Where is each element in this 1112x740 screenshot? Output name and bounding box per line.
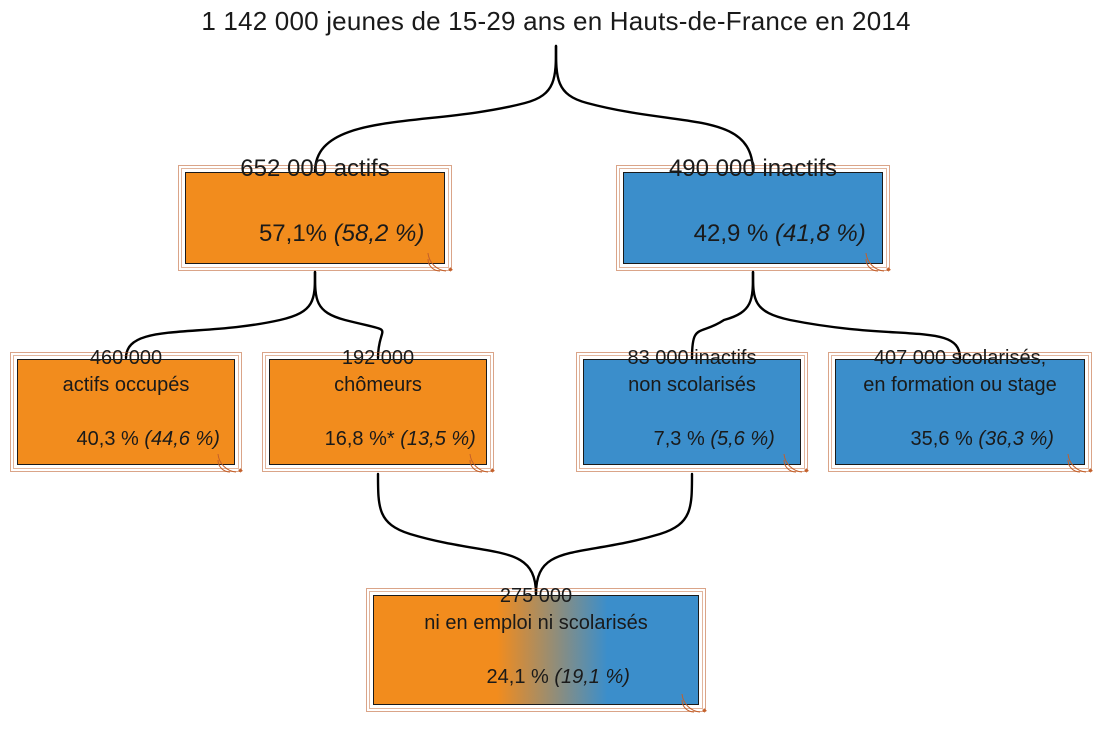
node-chomeurs: 192 000 chômeurs 16,8 %* (13,5 %) [262, 352, 494, 472]
node-inactifs-count: 490 000 inactifs [669, 153, 837, 185]
node-scolarises: 407 000 scolarisés, en formation ou stag… [828, 352, 1092, 472]
node-neet: 275 000 ni en emploi ni scolarisés 24,1 … [366, 588, 706, 712]
diagram-title: 1 142 000 jeunes de 15-29 ans en Hauts-d… [0, 6, 1112, 37]
node-actifs-count: 652 000 actifs [240, 153, 389, 185]
diagram-stage: 1 142 000 jeunes de 15-29 ans en Hauts-d… [0, 0, 1112, 740]
node-actifs: 652 000 actifs 57,1% (58,2 %) [178, 165, 452, 271]
node-actifs-occupes: 460 000 actifs occupés 40,3 % (44,6 %) [10, 352, 242, 472]
node-neet-pct: 24,1 % (19,1 %) [442, 637, 630, 718]
node-inactifs-non-scolarises: 83 000 inactifs non scolarisés 7,3 % (5,… [576, 352, 808, 472]
node-inactifs: 490 000 inactifs 42,9 % (41,8 %) [616, 165, 890, 271]
node-inactifs-ns-pct: 7,3 % (5,6 %) [609, 399, 775, 480]
node-actifs-occupes-pct: 40,3 % (44,6 %) [32, 399, 220, 480]
node-actifs-pct: 57,1% (58,2 %) [206, 186, 425, 283]
node-scolarises-pct: 35,6 % (36,3 %) [866, 399, 1054, 480]
node-chomeurs-pct: 16,8 %* (13,5 %) [280, 399, 476, 480]
node-inactifs-pct: 42,9 % (41,8 %) [640, 186, 865, 283]
